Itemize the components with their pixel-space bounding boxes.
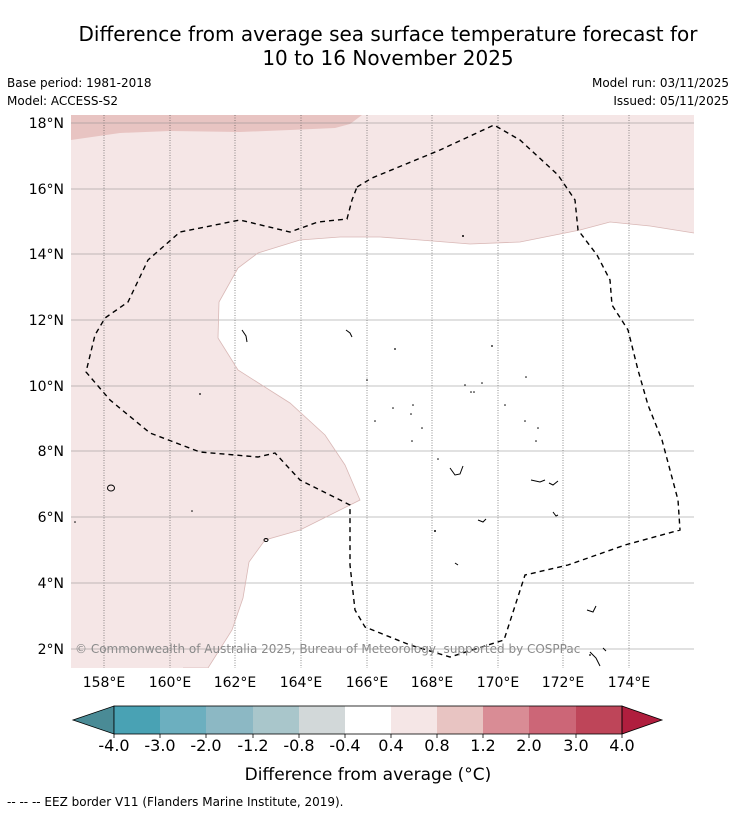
anomaly-field-warm [71,115,362,140]
colorbar-segment [114,706,160,734]
colorbar-tick-label: 1.2 [470,736,495,755]
colorbar-tick-label: -4.0 [98,736,129,755]
colorbar-max-extend [621,705,664,735]
colorbar-segment [529,706,576,734]
contour-line [183,221,694,668]
eez-legend: -- -- -- EEZ border V11 (Flanders Marine… [7,795,344,809]
lon-label: 168°E [411,675,454,691]
lat-label: 10°N [29,379,64,395]
lon-label: 162°E [214,675,257,691]
colorbar-tick-label: 3.0 [563,736,588,755]
colorbar-ticks [113,734,623,738]
anomaly-field-neutral [183,222,694,668]
colorbar-tick-label: 4.0 [609,736,634,755]
island-dots [74,235,591,656]
issued-date: Issued: 05/11/2025 [613,94,729,108]
eez-border[interactable] [85,124,681,658]
colorbar-segment [206,706,253,734]
colorbar-tick-label: -0.4 [329,736,360,755]
lat-label: 6°N [38,510,64,526]
lon-label: 166°E [346,675,389,691]
colorbar-tick-label: 0.8 [424,736,449,755]
colorbar-segment [483,706,529,734]
colorbar-tick-label: -0.8 [283,736,314,755]
meta-right: Model run: 03/11/2025 Issued: 05/11/2025 [592,74,729,110]
colorbar-segment [253,706,299,734]
colorbar-segment [299,706,345,734]
lon-label: 164°E [280,675,323,691]
colorbar-outline [113,705,623,735]
colorbar-label: Difference from average (°C) [245,765,492,785]
base-period: Base period: 1981-2018 [7,76,152,90]
lat-label: 12°N [29,313,64,329]
lon-label: 158°E [83,675,126,691]
colorbar-tick-label: 0.4 [378,736,403,755]
graticule [103,115,630,668]
colorbar: -4.0 -3.0 -2.0 -1.2 -0.8 -0.4 0.4 0.8 1.… [71,705,664,785]
map-title: Difference from average sea surface temp… [40,22,736,70]
lat-label: 14°N [29,247,64,263]
islands [107,329,607,667]
colorbar-segment [160,706,206,734]
longitude-labels: 158°E 160°E 162°E 164°E 166°E 168°E 170°… [83,675,651,691]
colorbar-segment [576,706,622,734]
colorbar-tick-label: -3.0 [144,736,175,755]
colorbar-tick-label: -2.0 [190,736,221,755]
colorbar-tick-label: 2.0 [516,736,541,755]
lat-label: 8°N [38,444,64,460]
colorbar-tick-labels: -4.0 -3.0 -2.0 -1.2 -0.8 -0.4 0.4 0.8 1.… [98,736,634,755]
map-copyright: © Commonwealth of Australia 2025, Bureau… [75,642,580,656]
lon-label: 172°E [542,675,585,691]
lon-label: 174°E [608,675,651,691]
meta-left: Base period: 1981-2018 Model: ACCESS-S2 [7,74,152,110]
lat-label: 16°N [29,182,64,198]
lat-label: 18°N [29,116,64,132]
map-panel[interactable]: © Commonwealth of Australia 2025, Bureau… [71,115,694,668]
lon-label: 160°E [149,675,192,691]
lat-label: 2°N [38,642,64,658]
title-line-1: Difference from average sea surface temp… [78,22,698,46]
model-run: Model run: 03/11/2025 [591,76,729,90]
colorbar-min-extend [71,705,115,735]
lat-label: 4°N [38,576,64,592]
title-line-2: 10 to 16 November 2025 [262,46,514,70]
colorbar-tick-label: -1.2 [237,736,268,755]
colorbar-segment [437,706,483,734]
latitude-lines [71,122,694,650]
colorbar-segment [391,706,437,734]
colorbar-segment [345,706,391,734]
latitude-labels: 18°N 16°N 14°N 12°N 10°N 8°N 6°N 4°N 2°N [29,116,64,658]
lon-label: 170°E [477,675,520,691]
model-name: Model: ACCESS-S2 [7,94,119,108]
